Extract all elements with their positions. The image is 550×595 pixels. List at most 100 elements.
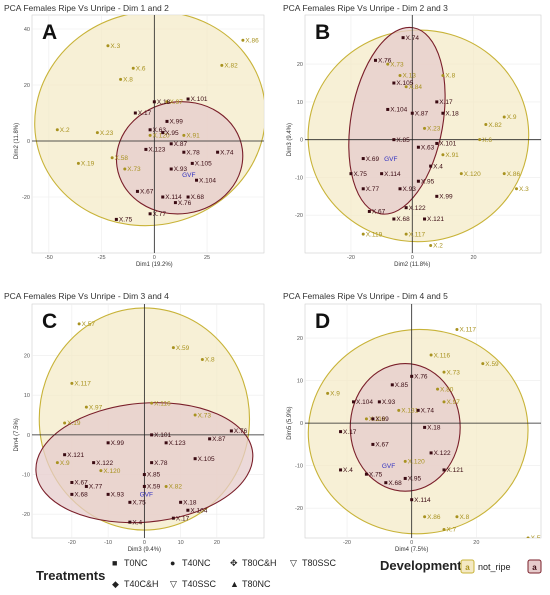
point-label: X.4 xyxy=(433,163,443,170)
data-point xyxy=(390,383,394,387)
data-point xyxy=(484,123,488,127)
data-point xyxy=(148,133,152,137)
point-label: X.17 xyxy=(439,99,453,106)
point-label: X.57 xyxy=(82,321,96,328)
data-point xyxy=(339,430,343,434)
data-point xyxy=(193,413,197,417)
confidence-ellipse-ripe xyxy=(349,363,461,492)
point-label: X.68 xyxy=(74,492,88,499)
y-tick-label: 20 xyxy=(24,83,30,89)
data-point xyxy=(349,172,353,176)
point-label: X.97 xyxy=(89,404,103,411)
point-label: X.123 xyxy=(169,440,186,447)
data-point xyxy=(182,150,186,154)
panel-A: PCA Females Ripe Vs Unripe - Dim 1 and 2… xyxy=(4,3,265,268)
point-label: X.18 xyxy=(445,110,459,117)
data-point xyxy=(128,520,132,524)
data-point xyxy=(435,194,439,198)
data-point xyxy=(386,62,390,66)
data-point xyxy=(193,457,197,461)
point-label: X.58 xyxy=(115,155,129,162)
data-point xyxy=(429,243,433,247)
data-point xyxy=(442,370,446,374)
data-point xyxy=(403,476,407,480)
point-label: X.77 xyxy=(153,211,167,218)
data-point xyxy=(430,549,433,552)
data-point xyxy=(377,400,381,404)
point-label: X.7 xyxy=(447,527,457,534)
point-label: X.74 xyxy=(421,408,435,415)
point-label: X.76 xyxy=(378,58,392,65)
panel-title: PCA Females Ripe Vs Unripe - Dim 4 and 5 xyxy=(283,291,448,301)
data-point xyxy=(148,128,152,132)
point-label: X.75 xyxy=(132,500,146,507)
data-point xyxy=(423,126,427,130)
development-swatch-icon xyxy=(460,559,475,574)
point-label: X.73 xyxy=(127,166,141,173)
y-tick-label: 20 xyxy=(297,336,303,342)
data-point xyxy=(384,481,388,485)
y-tick-label: 40 xyxy=(24,27,30,33)
point-label: X.95 xyxy=(408,476,422,483)
point-label: X.114 xyxy=(384,171,401,178)
point-label: X.93 xyxy=(403,186,417,193)
data-point xyxy=(84,405,88,409)
data-point xyxy=(70,480,74,484)
point-label: X.119 xyxy=(369,416,386,423)
data-point xyxy=(435,141,439,145)
point-label: X.67 xyxy=(74,480,88,487)
data-point xyxy=(152,100,156,104)
x-axis-label: Dim3 (9.4%) xyxy=(128,547,161,553)
point-label: X.75 xyxy=(353,171,367,178)
data-point xyxy=(404,85,408,89)
data-point xyxy=(70,492,74,496)
point-label: X.18 xyxy=(157,99,171,106)
treatment-symbol-icon: ● xyxy=(170,558,175,568)
point-label: X.17 xyxy=(343,429,357,436)
panel-title: PCA Females Ripe Vs Unripe - Dim 3 and 4 xyxy=(4,291,169,301)
data-point xyxy=(76,161,80,165)
point-label: X.97 xyxy=(169,99,183,106)
point-label: X.13 xyxy=(434,548,448,555)
legend: Treatments ■ T0NC ● T40NC ✥ T80C&H ▽ T80SSC ◆ T40… xyxy=(36,558,542,589)
point-label: X.68 xyxy=(191,194,205,201)
point-label: X.86 xyxy=(507,171,521,178)
treatments-title: Treatments xyxy=(36,568,105,583)
data-point xyxy=(361,157,365,161)
point-label: X.3 xyxy=(519,186,529,193)
data-point xyxy=(371,442,375,446)
x-tick-label: 20 xyxy=(214,540,220,546)
treatment-label: T0NC xyxy=(124,558,148,568)
y-tick-label: 10 xyxy=(24,393,30,399)
data-point xyxy=(241,38,245,42)
point-label: X.117 xyxy=(409,231,426,238)
panel-title: PCA Females Ripe Vs Unripe - Dim 1 and 2 xyxy=(4,3,169,13)
point-label: X.59 xyxy=(176,345,190,352)
y-tick-label: 0 xyxy=(300,421,303,427)
point-label: X.120 xyxy=(408,459,425,466)
data-point xyxy=(190,161,194,165)
point-label: X.67 xyxy=(372,209,386,216)
point-label: X.78 xyxy=(154,460,168,467)
data-point xyxy=(410,111,414,115)
development-swatch-glyph: a xyxy=(532,563,537,572)
x-tick-label: 20 xyxy=(473,540,479,546)
panel-letter: B xyxy=(315,21,330,44)
point-label: X.4 xyxy=(343,467,353,474)
data-point xyxy=(165,119,169,123)
x-tick-label: -25 xyxy=(98,255,106,261)
data-point xyxy=(173,201,177,205)
point-label: X.69 xyxy=(375,416,389,423)
data-point xyxy=(150,461,154,465)
point-label: X.97 xyxy=(447,399,461,406)
treatment-symbol-icon: ◆ xyxy=(112,579,119,589)
data-point xyxy=(169,167,173,171)
point-label: X.19 xyxy=(81,161,95,168)
data-point xyxy=(70,381,74,385)
x-tick-label: 0 xyxy=(153,255,156,261)
data-point xyxy=(455,328,459,332)
point-label: X.59 xyxy=(485,361,499,368)
data-point xyxy=(392,217,396,221)
point-label: X.76 xyxy=(178,200,192,207)
